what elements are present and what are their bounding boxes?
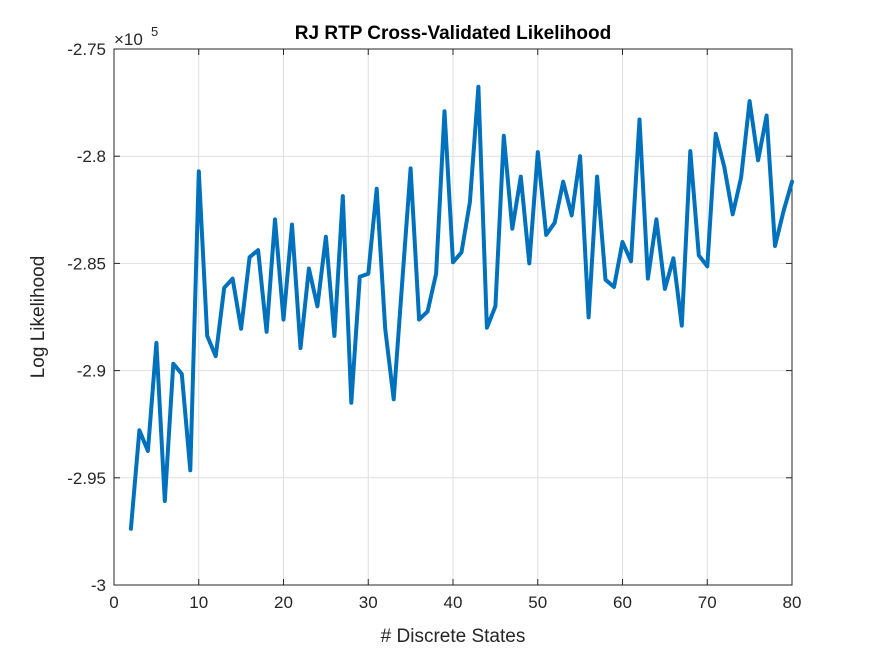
- y-tick-label: -3: [91, 576, 106, 595]
- y-exponent-label: ×10 5: [114, 24, 158, 49]
- y-tick-label: -2.75: [67, 40, 106, 59]
- y-tick-label: -2.8: [77, 147, 106, 166]
- x-tick-label: 80: [783, 593, 802, 612]
- y-axis-label: Log Likelihood: [28, 256, 49, 379]
- x-tick-label: 70: [698, 593, 717, 612]
- axis-ticks: 0 10 20 30 40 50 60 70 80 -3 -2.95 -2.9 -2.85 -2.8 -2.…: [67, 40, 801, 612]
- x-tick-label: 0: [109, 593, 118, 612]
- x-tick-label: 60: [613, 593, 632, 612]
- y-tick-label: -2.85: [67, 254, 106, 273]
- y-tick-label: -2.9: [77, 362, 106, 381]
- y-exponent-power: 5: [151, 24, 158, 39]
- grid-lines: [114, 49, 792, 585]
- x-tick-label: 20: [274, 593, 293, 612]
- x-tick-label: 30: [359, 593, 378, 612]
- x-axis-label: # Discrete States: [381, 626, 526, 647]
- x-tick-label: 50: [528, 593, 547, 612]
- y-tick-label: -2.95: [67, 469, 106, 488]
- x-tick-label: 10: [189, 593, 208, 612]
- series-line: [128, 84, 794, 531]
- x-tick-label: 40: [444, 593, 463, 612]
- y-exponent-base: ×10: [114, 30, 143, 49]
- chart-title: RJ RTP Cross-Validated Likelihood: [295, 23, 611, 44]
